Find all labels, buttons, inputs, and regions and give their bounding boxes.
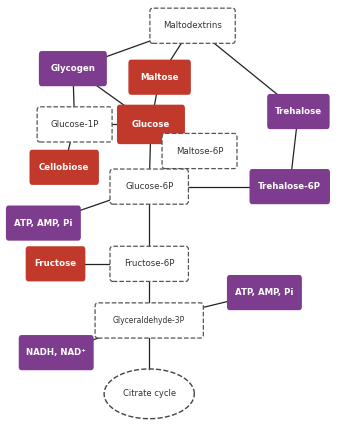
- FancyBboxPatch shape: [29, 150, 99, 185]
- Text: NADH, NAD⁺: NADH, NAD⁺: [26, 348, 86, 357]
- Text: Citrate cycle: Citrate cycle: [122, 390, 176, 398]
- FancyBboxPatch shape: [227, 275, 302, 310]
- FancyBboxPatch shape: [128, 60, 191, 95]
- FancyBboxPatch shape: [95, 303, 203, 338]
- FancyBboxPatch shape: [19, 335, 94, 370]
- FancyBboxPatch shape: [110, 169, 188, 204]
- FancyBboxPatch shape: [117, 105, 185, 144]
- Text: Maltose: Maltose: [141, 73, 179, 82]
- FancyBboxPatch shape: [267, 94, 330, 129]
- Text: Trehalose-6P: Trehalose-6P: [258, 182, 321, 191]
- Text: Fructose-6P: Fructose-6P: [124, 260, 175, 268]
- FancyBboxPatch shape: [26, 246, 85, 281]
- FancyBboxPatch shape: [150, 8, 235, 43]
- Text: Cellobiose: Cellobiose: [39, 163, 90, 172]
- Text: Glycogen: Glycogen: [50, 64, 95, 73]
- Text: ATP, AMP, Pi: ATP, AMP, Pi: [235, 288, 294, 297]
- Text: Trehalose: Trehalose: [275, 107, 322, 116]
- Text: Glucose-6P: Glucose-6P: [125, 182, 174, 191]
- FancyBboxPatch shape: [162, 133, 237, 169]
- Text: Maltose-6P: Maltose-6P: [176, 147, 223, 155]
- FancyBboxPatch shape: [249, 169, 330, 204]
- FancyBboxPatch shape: [6, 205, 81, 241]
- Text: Maltodextrins: Maltodextrins: [163, 21, 222, 30]
- FancyBboxPatch shape: [110, 246, 188, 281]
- Text: ATP, AMP, Pi: ATP, AMP, Pi: [14, 219, 73, 227]
- Text: Glyceraldehyde-3P: Glyceraldehyde-3P: [113, 316, 185, 325]
- FancyBboxPatch shape: [37, 107, 112, 142]
- Text: Glucose-1P: Glucose-1P: [50, 120, 99, 129]
- Text: Fructose: Fructose: [34, 260, 77, 268]
- FancyBboxPatch shape: [39, 51, 107, 86]
- Text: Glucose: Glucose: [132, 120, 170, 129]
